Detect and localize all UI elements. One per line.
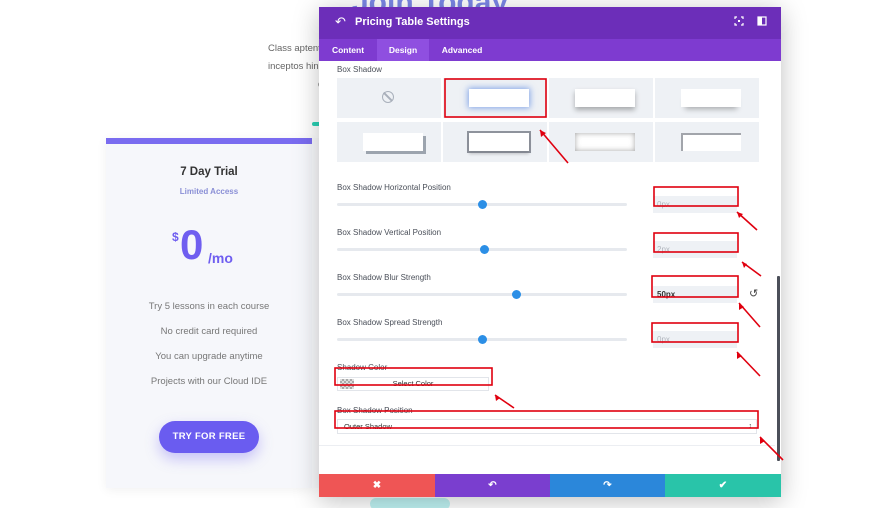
shadow-preset-4[interactable] bbox=[337, 122, 441, 162]
shadow-color-label: Shadow Color bbox=[337, 363, 388, 372]
price-period: /mo bbox=[208, 250, 233, 266]
shadow-preview bbox=[681, 89, 741, 107]
modal-body: Box Shadow bbox=[319, 61, 781, 474]
shadow-position-select[interactable]: Outer Shadow ↕ bbox=[337, 419, 757, 434]
shadow-preset-2[interactable] bbox=[549, 78, 653, 118]
modal-header: ↶ Pricing Table Settings bbox=[319, 7, 781, 39]
vertical-position-input[interactable]: 2px bbox=[653, 241, 737, 258]
card-subtitle: Limited Access bbox=[179, 187, 239, 196]
box-shadow-label: Box Shadow bbox=[337, 65, 382, 74]
transparent-swatch-icon bbox=[340, 379, 354, 389]
select-arrows-icon: ↕ bbox=[748, 423, 753, 430]
reset-icon[interactable]: ↺ bbox=[749, 288, 759, 300]
modal-tabs: Content Design Advanced bbox=[319, 39, 781, 61]
shadow-preset-5[interactable] bbox=[443, 122, 547, 162]
blur-strength-label: Box Shadow Blur Strength bbox=[337, 273, 431, 282]
horizontal-position-input[interactable]: 0px bbox=[653, 196, 737, 213]
spread-strength-input[interactable]: 0px bbox=[653, 331, 737, 348]
horizontal-position-slider[interactable] bbox=[337, 200, 627, 209]
modal-footer: ✖ ↶ ↷ ✔ bbox=[319, 474, 781, 497]
settings-modal: ↶ Pricing Table Settings Content Design … bbox=[319, 7, 781, 497]
back-arrow-icon[interactable]: ↶ bbox=[335, 14, 346, 29]
shadow-preset-none[interactable] bbox=[337, 78, 441, 118]
feature-item: No credit card required bbox=[160, 326, 258, 337]
divider bbox=[319, 445, 781, 446]
redo-button[interactable]: ↷ bbox=[550, 474, 665, 497]
feature-item: Try 5 lessons in each course bbox=[148, 301, 270, 312]
card-title: 7 Day Trial bbox=[180, 166, 238, 178]
select-color-label: Select Color bbox=[392, 379, 434, 388]
tab-content[interactable]: Content bbox=[331, 45, 365, 55]
slider-handle[interactable] bbox=[480, 245, 490, 254]
blur-strength-slider[interactable] bbox=[337, 290, 627, 299]
vertical-position-slider[interactable] bbox=[337, 245, 627, 254]
paragraph-line: inceptos hin bbox=[268, 61, 319, 72]
spread-strength-label: Box Shadow Spread Strength bbox=[337, 318, 443, 327]
modal-title: Pricing Table Settings bbox=[355, 16, 470, 28]
decorative-accent bbox=[312, 122, 322, 126]
shadow-position-value: Outer Shadow bbox=[344, 422, 392, 431]
shadow-preview bbox=[681, 133, 741, 151]
slider-handle[interactable] bbox=[512, 290, 522, 299]
select-color-button[interactable]: Select Color bbox=[337, 377, 489, 391]
shadow-preview bbox=[575, 89, 635, 107]
save-button[interactable]: ✔ bbox=[665, 474, 781, 497]
feature-item: Projects with our Cloud IDE bbox=[150, 376, 268, 387]
scrollbar-thumb[interactable] bbox=[777, 276, 780, 461]
try-for-free-button[interactable]: TRY FOR FREE bbox=[159, 421, 259, 453]
shadow-preset-1[interactable] bbox=[443, 78, 547, 118]
spread-strength-slider[interactable] bbox=[337, 335, 627, 344]
shadow-preset-6[interactable] bbox=[549, 122, 653, 162]
decorative-glow bbox=[370, 498, 450, 508]
shadow-preset-3[interactable] bbox=[655, 78, 759, 118]
card-top-bar bbox=[106, 138, 312, 144]
shadow-preview bbox=[469, 133, 529, 151]
feature-item: You can upgrade anytime bbox=[155, 351, 263, 362]
shadow-position-label: Box Shadow Position bbox=[337, 406, 413, 415]
shadow-preview bbox=[469, 89, 529, 107]
shadow-preset-7[interactable] bbox=[655, 122, 759, 162]
shadow-preview bbox=[363, 133, 423, 151]
tab-advanced[interactable]: Advanced bbox=[441, 45, 483, 55]
scrollbar-track bbox=[775, 61, 781, 474]
box-shadow-presets bbox=[337, 78, 761, 162]
slider-handle[interactable] bbox=[477, 200, 487, 209]
fullscreen-icon[interactable] bbox=[733, 16, 745, 28]
no-shadow-icon bbox=[382, 91, 394, 103]
price-currency: $ bbox=[172, 230, 179, 244]
slider-handle[interactable] bbox=[477, 335, 487, 344]
paragraph-line: Class aptent bbox=[268, 43, 321, 54]
split-view-icon[interactable] bbox=[756, 16, 768, 28]
vertical-position-label: Box Shadow Vertical Position bbox=[337, 228, 442, 237]
pricing-card: 7 Day Trial Limited Access $ 0 /mo Try 5… bbox=[106, 138, 312, 488]
shadow-preview bbox=[575, 133, 635, 151]
undo-button[interactable]: ↶ bbox=[435, 474, 550, 497]
horizontal-position-label: Box Shadow Horizontal Position bbox=[337, 183, 451, 192]
cancel-button[interactable]: ✖ bbox=[319, 474, 435, 497]
blur-strength-input[interactable]: 50px bbox=[653, 286, 737, 303]
tab-design[interactable]: Design bbox=[377, 39, 429, 61]
price-amount: 0 bbox=[180, 221, 204, 268]
